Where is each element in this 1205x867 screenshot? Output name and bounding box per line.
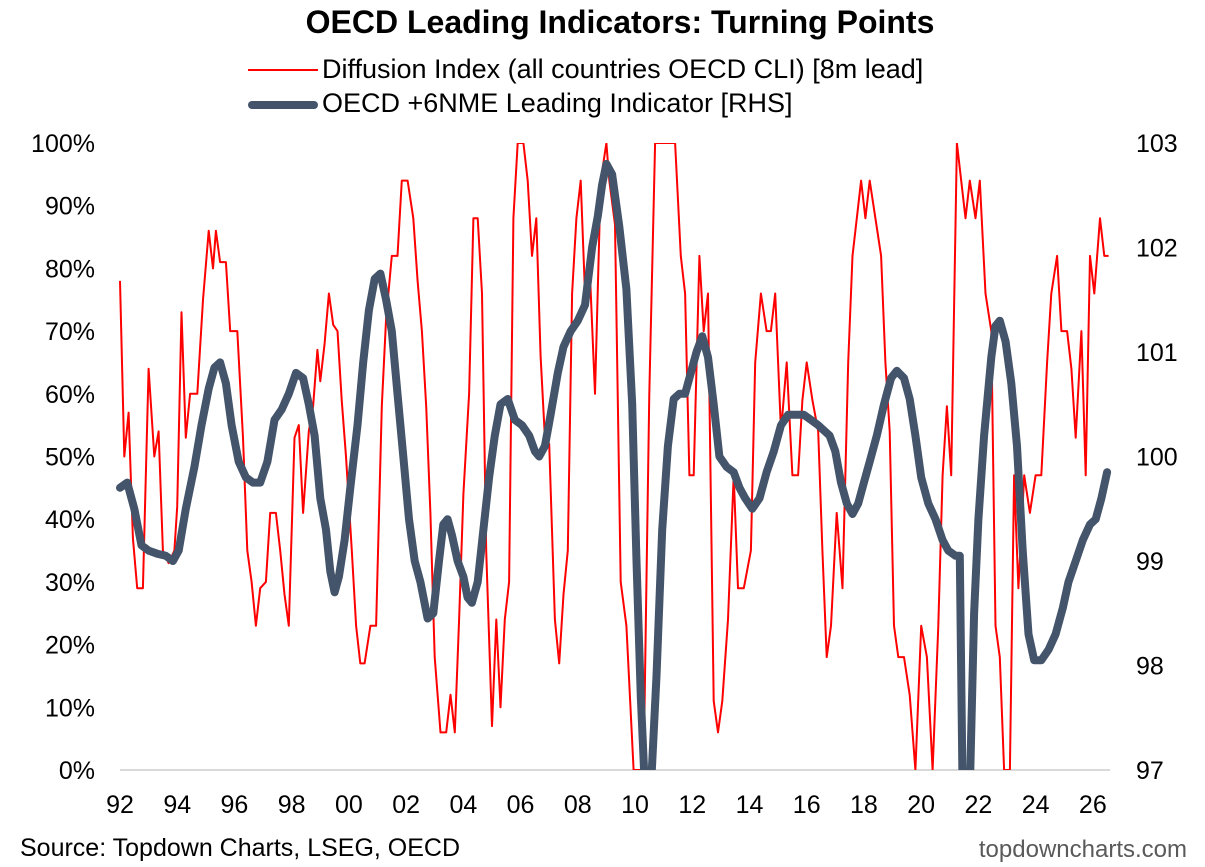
x-tick-label: 08	[564, 791, 592, 819]
left-tick-label: 60%	[45, 381, 95, 409]
x-tick-label: 18	[850, 791, 878, 819]
source-note: Source: Topdown Charts, LSEG, OECD	[20, 834, 461, 862]
chart-title: OECD Leading Indicators: Turning Points	[305, 4, 935, 40]
x-tick-label: 06	[507, 791, 535, 819]
x-tick-label: 10	[621, 791, 649, 819]
left-tick-label: 100%	[31, 130, 95, 158]
left-tick-label: 70%	[45, 318, 95, 346]
right-tick-label: 97	[1136, 757, 1164, 785]
left-tick-label: 0%	[59, 757, 95, 785]
series-line-diffusion	[119, 143, 1109, 770]
left-tick-label: 30%	[45, 569, 95, 597]
right-tick-label: 99	[1136, 548, 1164, 576]
x-tick-label: 98	[278, 791, 306, 819]
left-tick-label: 20%	[45, 632, 95, 660]
right-axis: 97 98 99 100 101 102 103	[1136, 130, 1178, 785]
legend-swatch-gray	[248, 101, 318, 109]
x-tick-label: 94	[163, 791, 191, 819]
x-axis: 92 94 96 98 00 02 04 06 08 10 12 14 16 18 20 22 24 26	[106, 791, 1107, 819]
legend-swatch-red	[248, 69, 318, 71]
left-axis: 0% 10% 20% 30% 40% 50% 60% 70% 80% 90% 100%	[31, 130, 95, 785]
series-line-oecd	[116, 159, 1112, 770]
legend-label-diffusion: Diffusion Index (all countries OECD CLI)…	[322, 54, 924, 84]
left-tick-label: 10%	[45, 694, 95, 722]
right-tick-label: 100	[1136, 444, 1178, 472]
left-tick-label: 80%	[45, 255, 95, 283]
left-tick-label: 40%	[45, 506, 95, 534]
x-tick-label: 24	[1022, 791, 1050, 819]
x-tick-label: 96	[221, 791, 249, 819]
x-tick-label: 04	[449, 791, 477, 819]
x-tick-label: 22	[964, 791, 992, 819]
right-tick-label: 102	[1136, 235, 1178, 263]
right-tick-label: 103	[1136, 130, 1178, 158]
legend-label-oecd: OECD +6NME Leading Indicator [RHS]	[322, 88, 793, 118]
x-tick-label: 16	[793, 791, 821, 819]
plot-area	[116, 143, 1112, 770]
left-tick-label: 50%	[45, 444, 95, 472]
x-tick-label: 14	[736, 791, 764, 819]
site-credit: topdowncharts.com	[978, 836, 1187, 863]
left-tick-label: 90%	[45, 193, 95, 221]
x-tick-label: 12	[678, 791, 706, 819]
x-tick-label: 92	[106, 791, 134, 819]
right-tick-label: 101	[1136, 339, 1178, 367]
x-tick-label: 26	[1079, 791, 1107, 819]
right-tick-label: 98	[1136, 653, 1164, 681]
x-tick-label: 00	[335, 791, 363, 819]
x-tick-label: 20	[907, 791, 935, 819]
x-tick-label: 02	[392, 791, 420, 819]
